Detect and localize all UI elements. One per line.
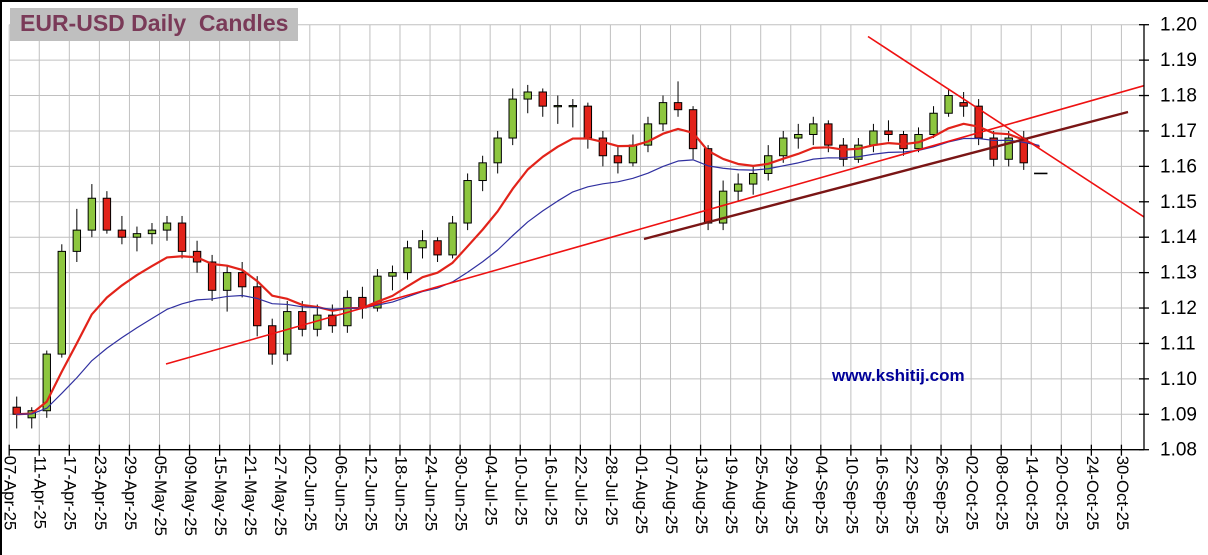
svg-text:1.15: 1.15 [1160,192,1197,213]
svg-text:1.12: 1.12 [1160,298,1197,319]
svg-text:1.10: 1.10 [1160,369,1197,390]
svg-text:1.19: 1.19 [1160,50,1197,71]
svg-text:1.18: 1.18 [1160,86,1197,107]
svg-text:1.09: 1.09 [1160,404,1197,425]
svg-text:1.16: 1.16 [1160,156,1197,177]
svg-text:1.11: 1.11 [1160,333,1196,354]
svg-text:1.20: 1.20 [1160,15,1197,36]
svg-text:1.17: 1.17 [1160,121,1197,142]
svg-text:1.08: 1.08 [1160,440,1197,461]
svg-text:1.13: 1.13 [1160,263,1197,284]
svg-text:1.14: 1.14 [1160,227,1197,248]
